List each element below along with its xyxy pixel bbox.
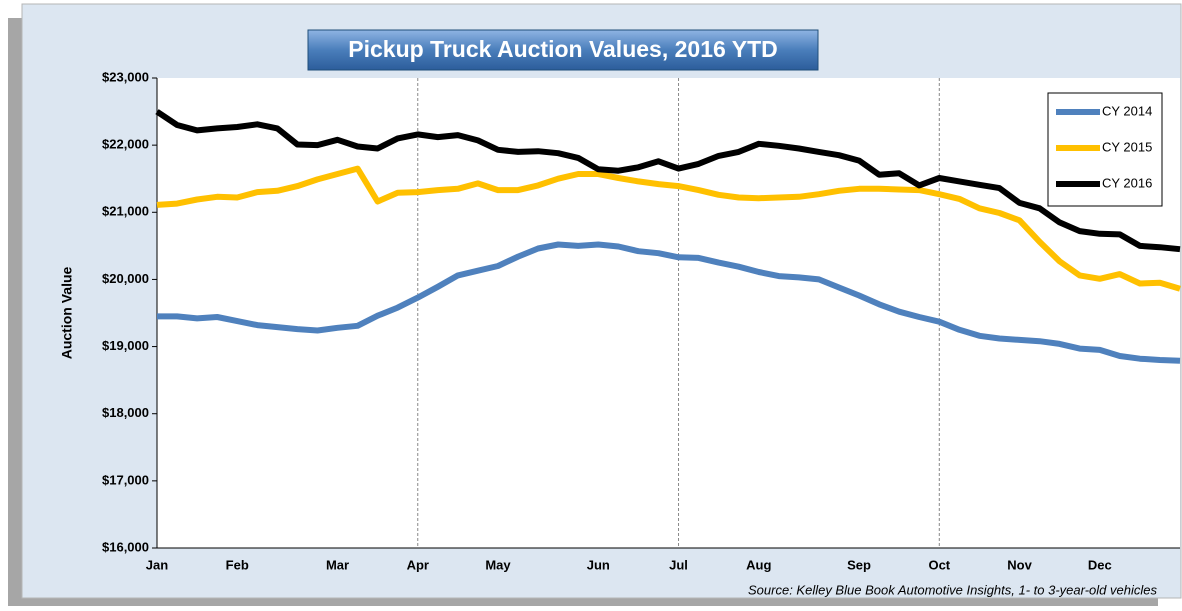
chart-title: Pickup Truck Auction Values, 2016 YTD xyxy=(348,36,778,62)
series-line xyxy=(155,109,1181,253)
title-box xyxy=(307,29,819,71)
y-axis-label: Auction Value xyxy=(59,267,75,360)
x-tick-label: Feb xyxy=(226,557,249,572)
y-tick-label: $19,000 xyxy=(102,338,149,353)
x-tick-label: Nov xyxy=(1007,557,1032,572)
x-tick-label: Jul xyxy=(669,557,688,572)
x-tick-label: Dec xyxy=(1088,557,1112,572)
source-note: Source: Kelley Blue Book Automotive Insi… xyxy=(748,582,1157,597)
x-tick-label: Apr xyxy=(407,557,429,572)
legend-label: CY 2016 xyxy=(1102,175,1152,190)
y-tick-label: $17,000 xyxy=(102,472,149,487)
x-tick-label: Mar xyxy=(326,557,349,572)
x-tick-label: Aug xyxy=(746,557,771,572)
y-tick-label: $21,000 xyxy=(102,204,149,219)
y-tick-label: $23,000 xyxy=(102,69,149,84)
series-line xyxy=(156,165,1181,292)
y-tick-label: $20,000 xyxy=(102,271,149,286)
x-tick-label: Jun xyxy=(587,557,610,572)
x-tick-label: May xyxy=(485,557,511,572)
x-tick-label: Jan xyxy=(146,557,168,572)
y-tick-label: $18,000 xyxy=(102,405,149,420)
plot-area xyxy=(157,78,1180,548)
legend-label: CY 2015 xyxy=(1102,139,1152,154)
legend-label: CY 2014 xyxy=(1102,103,1152,118)
x-tick-label: Oct xyxy=(928,557,950,572)
y-tick-label: $22,000 xyxy=(102,137,149,152)
series-line xyxy=(157,241,1181,364)
y-tick-label: $16,000 xyxy=(102,539,149,554)
x-tick-label: Sep xyxy=(847,557,871,572)
